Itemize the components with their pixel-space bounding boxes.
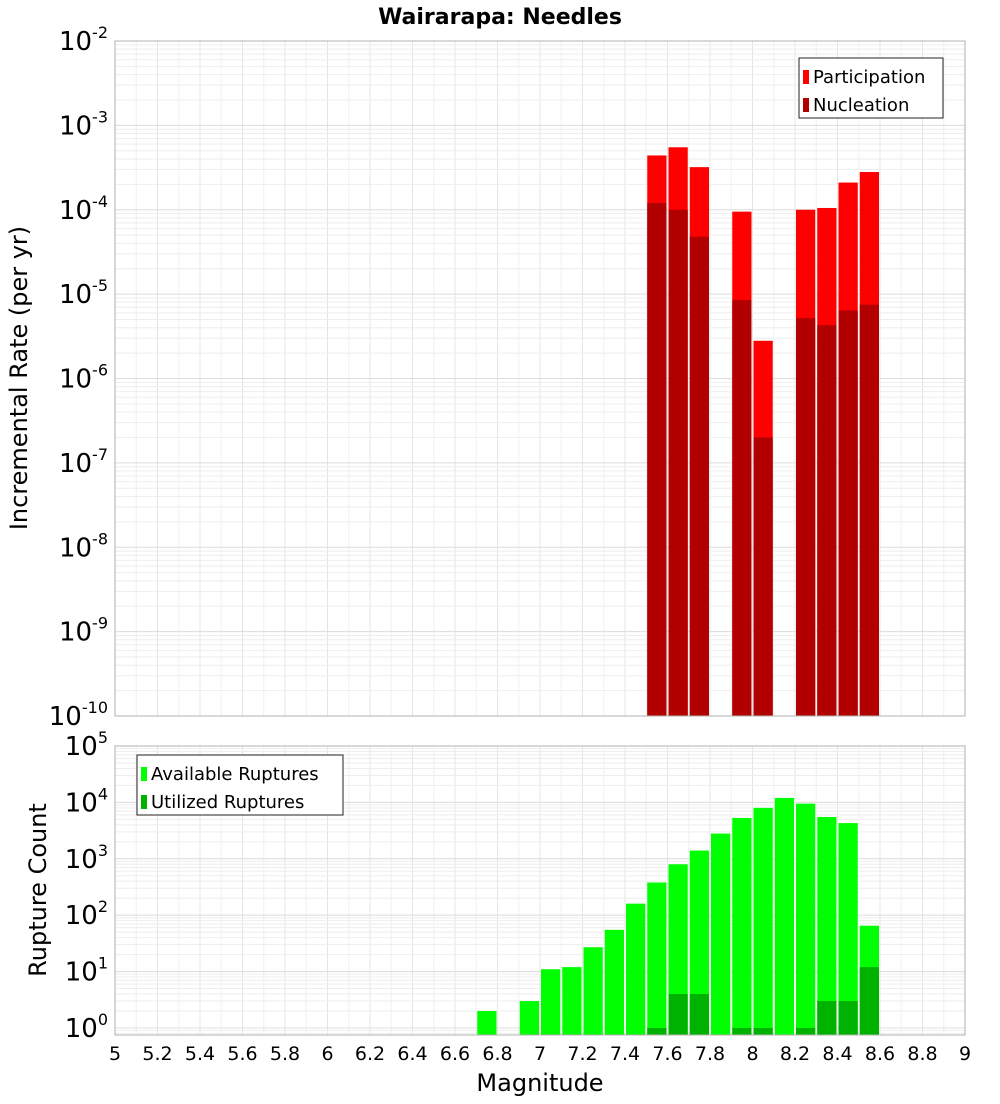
legend-layer: Participation Nucleation Available Rupture… <box>136 57 944 816</box>
legend-box-0 <box>798 57 944 119</box>
x-tick-label: 8 <box>746 1043 758 1065</box>
bottom-bar-a <box>583 947 603 1035</box>
bottom-bar-a <box>711 833 731 1035</box>
legend-swatch-0-1 <box>803 98 809 112</box>
bottom-y-tick-label: 102 <box>65 897 108 931</box>
x-tick-label: 8.6 <box>865 1043 895 1065</box>
x-tick-label: 6.2 <box>355 1043 385 1065</box>
bottom-bar-b <box>753 1027 773 1035</box>
top-y-tick-label: 10-9 <box>59 614 108 648</box>
bottom-bar-a <box>689 850 709 1035</box>
bottom-y-tick-label: 101 <box>65 954 108 988</box>
legend-swatch-1-1 <box>141 795 147 809</box>
bottom-bar-a <box>817 817 837 1035</box>
x-tick-label: 5.4 <box>185 1043 215 1065</box>
top-bar-b <box>732 300 752 716</box>
grid-layer <box>114 40 966 1035</box>
top-y-tick-label: 10-5 <box>59 276 108 310</box>
chart-title: Wairarapa: Needles <box>378 5 622 30</box>
bottom-bar-b <box>647 1027 667 1035</box>
top-plot-frame <box>114 40 966 717</box>
x-tick-label: 8.2 <box>780 1043 810 1065</box>
top-bar-b <box>817 325 837 716</box>
top-y-tick-label: 10-10 <box>49 698 108 732</box>
top-bar-b <box>838 310 858 716</box>
bottom-plot-frame <box>114 745 966 1036</box>
x-tick-label: 6 <box>321 1043 333 1065</box>
top-y-tick-label: 10-8 <box>59 529 108 563</box>
x-tick-label: 5.6 <box>227 1043 257 1065</box>
x-tick-label: 6.4 <box>397 1043 427 1065</box>
x-tick-label: 9 <box>959 1043 971 1065</box>
x-tick-label: 7.8 <box>695 1043 725 1065</box>
bottom-y-tick-label: 103 <box>65 841 108 875</box>
top-y-axis-label: Incremental Rate (per yr) <box>5 226 33 530</box>
bottom-bar-b <box>689 994 709 1035</box>
legend-box-1 <box>136 754 344 816</box>
bottom-bar-a <box>774 797 794 1035</box>
top-bar-b <box>859 304 879 716</box>
x-tick-label: 8.8 <box>907 1043 937 1065</box>
legend-label-0-1: Nucleation <box>813 95 909 116</box>
top-y-tick-label: 10-7 <box>59 445 108 479</box>
top-bar-b <box>796 318 816 716</box>
bottom-bar-a <box>647 882 667 1035</box>
top-y-tick-label: 10-3 <box>59 107 108 141</box>
bottom-bar-a <box>604 929 624 1035</box>
x-tick-label: 8.4 <box>822 1043 852 1065</box>
bottom-bar-b <box>817 1001 837 1035</box>
bottom-y-tick-label: 100 <box>65 1010 108 1044</box>
x-tick-label: 7.6 <box>652 1043 682 1065</box>
legend-label-1-0: Available Ruptures <box>151 764 319 785</box>
top-y-tick-label: 10-4 <box>59 192 108 226</box>
legend-swatch-1-0 <box>141 767 147 781</box>
bottom-bar-a <box>838 823 858 1035</box>
bottom-bar-a <box>668 864 688 1035</box>
x-axis-label: Magnitude <box>476 1069 603 1097</box>
bottom-bar-b <box>796 1027 816 1035</box>
bottom-bar-b <box>732 1027 752 1035</box>
bottom-bar-a <box>626 903 646 1035</box>
top-y-tick-label: 10-2 <box>59 23 108 57</box>
x-tick-label: 6.8 <box>482 1043 512 1065</box>
top-bar-b <box>753 437 773 716</box>
legend-label-0-0: Participation <box>813 67 925 88</box>
top-bar-b <box>647 203 667 716</box>
legend-label-1-1: Utilized Ruptures <box>151 792 304 813</box>
bottom-bar-a <box>541 969 561 1035</box>
top-y-tick-label: 10-6 <box>59 361 108 395</box>
x-tick-label: 5 <box>109 1043 121 1065</box>
x-tick-label: 7.2 <box>567 1043 597 1065</box>
legend-swatch-0-0 <box>803 70 809 84</box>
bottom-bar-b <box>668 994 688 1035</box>
bars-layer <box>477 147 879 1035</box>
top-bar-b <box>668 209 688 716</box>
x-tick-label: 5.2 <box>142 1043 172 1065</box>
x-tick-label: 5.8 <box>270 1043 300 1065</box>
bottom-bar-a <box>477 1010 497 1035</box>
bottom-bar-a <box>753 807 773 1035</box>
x-tick-label: 6.6 <box>440 1043 470 1065</box>
bottom-bar-b <box>859 967 879 1035</box>
bottom-y-tick-label: 104 <box>65 784 108 818</box>
bottom-bar-a <box>732 817 752 1035</box>
bottom-bar-a <box>562 967 582 1035</box>
top-bar-b <box>689 236 709 716</box>
bottom-bar-a <box>796 803 816 1035</box>
bottom-y-tick-label: 105 <box>65 728 108 762</box>
x-tick-label: 7.4 <box>610 1043 640 1065</box>
bottom-y-axis-label: Rupture Count <box>24 803 52 977</box>
x-tick-label: 7 <box>534 1043 546 1065</box>
bottom-bar-a <box>519 1001 539 1035</box>
bottom-bar-b <box>838 1001 858 1035</box>
axes-layer: 10-10 10-9 10-8 10-7 10-6 10-5 10-4 10-3 10-2 100… <box>49 23 971 1065</box>
